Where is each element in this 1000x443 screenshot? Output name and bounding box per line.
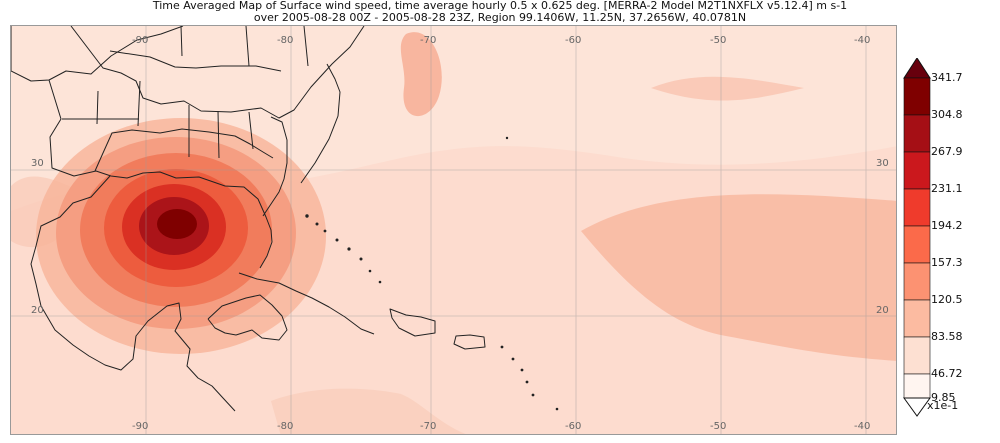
- longitude-tick-bottom-2: -80: [277, 421, 294, 432]
- title-line-1: Time Averaged Map of Surface wind speed,…: [152, 0, 848, 12]
- longitude-tick-bottom-6: -40: [854, 421, 871, 432]
- colorbar-label-341-7: 341.7: [931, 71, 963, 84]
- colorbar-segment-1: [903, 77, 931, 116]
- colorbar-label-267-9: 267.9: [931, 145, 963, 158]
- longitude-tick-top-1: -90: [132, 35, 149, 46]
- colorbar-segment-5: [903, 225, 931, 264]
- longitude-tick-top-4: -60: [565, 35, 582, 46]
- map-grid-lines: [11, 26, 896, 434]
- colorbar-unit-label: x1e-1: [927, 399, 959, 412]
- longitude-tick-top-3: -70: [420, 35, 437, 46]
- longitude-tick-bottom-1: -90: [132, 421, 149, 432]
- colorbar-label-46-72: 46.72: [931, 367, 963, 380]
- upper-atlantic-band: [651, 76, 804, 101]
- longitude-tick-bottom-3: -70: [420, 421, 437, 432]
- latitude-tick-left-2: 20: [31, 305, 44, 316]
- hurricane-eye-maximum: [157, 209, 197, 239]
- colorbar-label-231-1: 231.1: [931, 182, 963, 195]
- coastline-and-boundaries: [11, 26, 486, 412]
- colorbar-segment-4: [903, 188, 931, 227]
- latitude-tick-right-1: 30: [876, 158, 889, 169]
- colorbar-label-304-8: 304.8: [931, 108, 963, 121]
- longitude-tick-top-2: -80: [277, 35, 294, 46]
- colorbar-segment-9: [903, 373, 931, 399]
- colorbar-segment-6: [903, 262, 931, 301]
- caribbean-islands: [305, 136, 559, 411]
- colorbar-svg: [903, 58, 931, 417]
- northern-wind-patch: [400, 32, 442, 117]
- colorbar-label-120-5: 120.5: [931, 293, 963, 306]
- latitude-tick-left-1: 30: [31, 158, 44, 169]
- colorbar-bottom-arrow: [903, 397, 931, 417]
- title-line-2: over 2005-08-28 00Z - 2005-08-28 23Z, Re…: [253, 11, 747, 24]
- colorbar-segment-7: [903, 299, 931, 338]
- colorbar-label-9-85: 9.85: [931, 391, 956, 404]
- colorbar-segment-2: [903, 114, 931, 153]
- longitude-tick-top-5: -50: [710, 35, 727, 46]
- colorbar-label-194-2: 194.2: [931, 219, 963, 232]
- longitude-tick-bottom-4: -60: [565, 421, 582, 432]
- colorbar-segment-8: [903, 336, 931, 375]
- map-title: Time Averaged Map of Surface wind speed,…: [0, 0, 1000, 24]
- colorbar-segment-3: [903, 151, 931, 190]
- latitude-tick-right-2: 20: [876, 305, 889, 316]
- colorbar-label-83-58: 83.58: [931, 330, 963, 343]
- longitude-tick-bottom-5: -50: [710, 421, 727, 432]
- colorbar-top-arrow: [903, 58, 931, 79]
- surface-wind-map: [10, 25, 897, 435]
- southern-wind-band: [271, 388, 466, 434]
- wind-speed-map-svg: [11, 26, 896, 434]
- colorbar-label-157-3: 157.3: [931, 256, 963, 269]
- wind-speed-colorbar: 341.7 304.8 267.9 231.1 194.2 157.3 120.…: [902, 58, 992, 418]
- atlantic-wind-patch: [581, 194, 896, 361]
- longitude-tick-top-6: -40: [854, 35, 871, 46]
